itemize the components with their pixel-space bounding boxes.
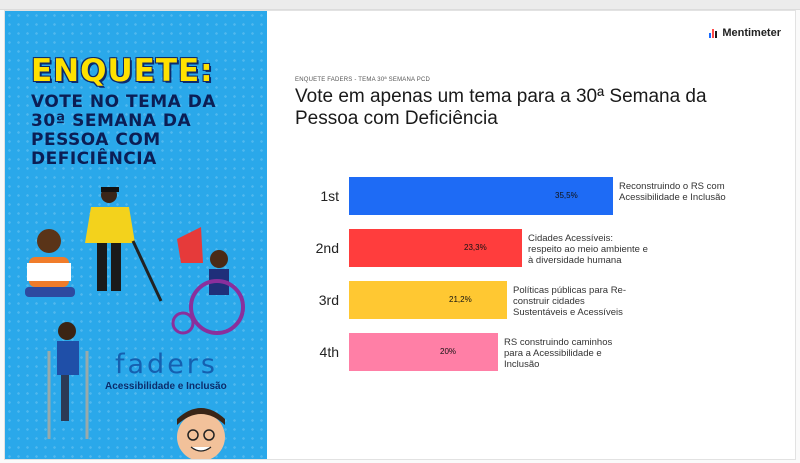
- slide-question: Vote em apenas um tema para a 30ª Semana…: [295, 86, 707, 129]
- result-bar: [349, 177, 613, 215]
- mentimeter-brand: Mentimeter: [709, 27, 781, 39]
- person-wheelchair-illustration: [171, 227, 245, 335]
- poster-subtitle-line: 30ª SEMANA DA: [31, 111, 192, 131]
- poster-subtitle: VOTE NO TEMA DA 30ª SEMANA DA PESSOA COM…: [31, 93, 251, 169]
- window-top-bar: [0, 0, 800, 10]
- person-crutches-illustration: [47, 322, 89, 439]
- bar-value-label: 20%: [440, 347, 457, 356]
- mentimeter-bars-icon: [709, 28, 718, 38]
- smiling-boy-illustration: [177, 408, 225, 459]
- result-bar: [349, 229, 522, 267]
- bar-rank-label: 2nd: [315, 240, 339, 256]
- bar-value-label: 35,5%: [555, 191, 578, 200]
- slide: ENQUETE: VOTE NO TEMA DA 30ª SEMANA DA P…: [4, 10, 796, 460]
- bar-rank-label: 4th: [319, 344, 339, 360]
- poster: ENQUETE: VOTE NO TEMA DA 30ª SEMANA DA P…: [5, 11, 267, 459]
- bar-rank-label: 3rd: [318, 292, 339, 308]
- bar-value-label: 21,2%: [449, 295, 472, 304]
- result-bar: [349, 333, 498, 371]
- poster-title: ENQUETE:: [31, 53, 214, 89]
- bar-rank-label: 1st: [320, 188, 339, 204]
- people-illustration: [25, 187, 245, 459]
- brand-name: Mentimeter: [722, 27, 781, 39]
- poster-subtitle-line: VOTE NO TEMA DA: [31, 92, 217, 112]
- person-with-cane-illustration: [85, 187, 163, 302]
- slide-supertitle: ENQUETE FADERS - TEMA 30ª SEMANA PCD: [295, 77, 431, 83]
- bar-option-label: Reconstruindo o RS com Acessibilidade e …: [619, 181, 726, 203]
- person-reading-illustration: [25, 229, 75, 297]
- bar-value-label: 23,3%: [464, 243, 487, 252]
- faders-tagline: Acessibilidade e Inclusão: [105, 381, 227, 392]
- bar-option-label: Cidades Acessíveis: respeito ao meio amb…: [528, 233, 648, 266]
- bar-option-label: RS construindo caminhos para a Acessibil…: [504, 337, 613, 370]
- result-bar: [349, 281, 507, 319]
- bar-option-label: Políticas públicas para Re-construir cid…: [513, 285, 626, 318]
- faders-logo: faders: [115, 349, 218, 380]
- poster-subtitle-line: PESSOA COM: [31, 130, 161, 150]
- poster-subtitle-line: DEFICIÊNCIA: [31, 149, 157, 169]
